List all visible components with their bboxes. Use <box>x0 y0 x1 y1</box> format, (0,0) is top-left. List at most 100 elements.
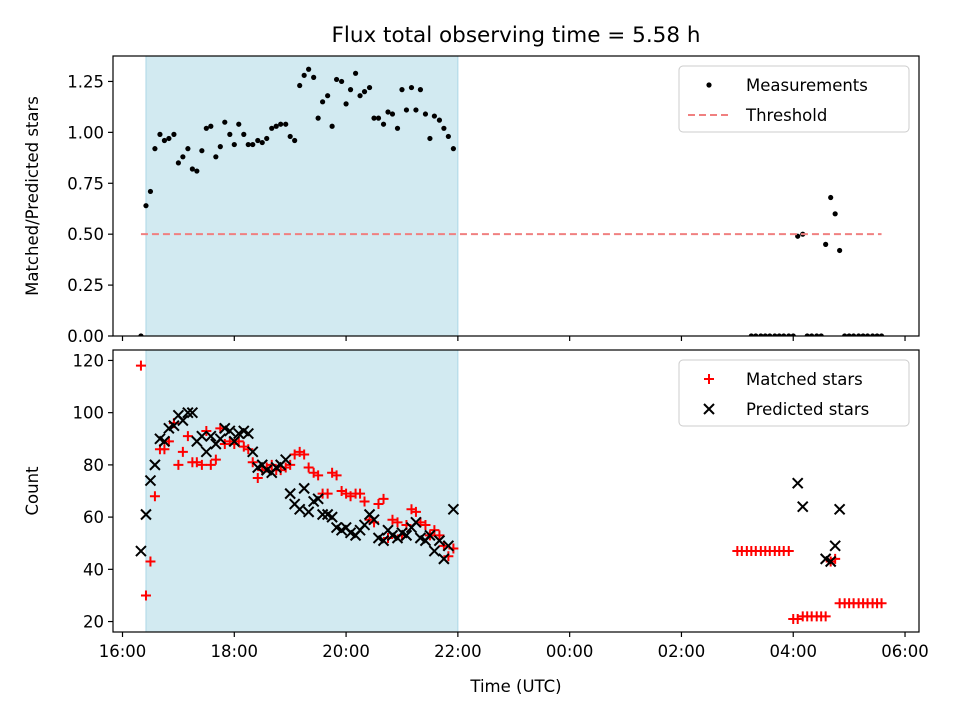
matched-stars-point <box>322 488 333 499</box>
x-tick-label: 18:00 <box>211 642 259 661</box>
predicted-stars-point <box>186 406 199 419</box>
predicted-stars-point <box>312 493 324 505</box>
matched-stars-point <box>359 496 370 507</box>
measurements-point <box>781 333 787 336</box>
measurements-point <box>814 333 820 336</box>
y-tick-label: 1.25 <box>67 72 104 91</box>
matched-stars-point <box>313 470 324 481</box>
legend-label: Predicted stars <box>746 400 869 419</box>
matched-stars-point <box>159 444 170 455</box>
measurements-point <box>171 131 177 137</box>
predicted-stars-point <box>829 540 841 552</box>
matched-stars-point <box>182 431 193 442</box>
measurements-point <box>427 135 433 142</box>
measurements-point <box>403 107 410 113</box>
measurements-point <box>175 160 181 166</box>
measurements-point <box>329 123 335 129</box>
y-tick-label: 40 <box>83 560 104 579</box>
matched-stars-point <box>373 499 384 510</box>
measurements-point <box>315 115 321 121</box>
predicted-stars-point <box>205 430 217 442</box>
predicted-stars-point <box>214 433 227 445</box>
matched-stars-point <box>783 546 794 557</box>
observing-window-shade <box>145 55 459 337</box>
matched-stars-point <box>392 517 403 528</box>
measurements-point <box>157 131 163 137</box>
measurements-point <box>846 333 852 336</box>
measurements-point <box>394 125 401 131</box>
measurements-point <box>306 66 312 72</box>
x-tick-label: 20:00 <box>322 642 370 661</box>
measurements-point <box>870 333 876 336</box>
measurements-point <box>786 333 792 336</box>
measurements-point <box>450 146 456 152</box>
measurements-point <box>185 146 191 152</box>
measurements-point <box>413 107 419 113</box>
predicted-stars-point <box>242 427 254 440</box>
predicted-stars-point <box>284 487 296 500</box>
measurements-point <box>259 139 265 146</box>
predicted-stars-point <box>168 420 180 432</box>
legend-label: Measurements <box>746 76 868 95</box>
measurements-point <box>203 125 209 131</box>
measurements-point <box>832 211 838 217</box>
matched-stars-point <box>247 457 258 468</box>
matched-stars-point <box>135 360 146 371</box>
x-tick-label: 06:00 <box>881 642 929 661</box>
predicted-stars-point <box>224 425 236 437</box>
predicted-stars-point <box>824 555 837 568</box>
matched-stars-point <box>331 470 342 481</box>
y-axis-label: Count <box>23 466 42 516</box>
matched-stars-point <box>252 472 263 483</box>
top-panel-ratio: 0.00 0.25 0.50 0.75 1.00 1.25 Matched/Predicte… <box>23 55 920 346</box>
predicted-stars-point <box>302 506 315 518</box>
measurements-point <box>166 135 172 142</box>
matched-stars-point <box>383 533 394 543</box>
measurements-point <box>231 141 237 148</box>
measurements-point <box>809 333 815 336</box>
measurements-point <box>375 115 382 121</box>
x-tick-label: 02:00 <box>658 642 706 661</box>
predicted-stars-point <box>140 508 152 521</box>
matched-stars-point <box>140 590 151 601</box>
data-layer <box>135 360 887 624</box>
legend-marker <box>703 403 715 415</box>
predicted-stars-point <box>144 474 157 487</box>
predicted-stars-point <box>833 503 846 515</box>
measurements-point <box>753 333 759 336</box>
predicted-stars-point <box>298 482 310 495</box>
predicted-stars-point <box>326 511 338 523</box>
legend-box <box>678 359 910 427</box>
matched-stars-point <box>243 444 254 455</box>
measurements-point <box>874 333 880 336</box>
figure-title: Flux total observing time = 5.58 h <box>332 23 701 48</box>
matched-stars-point <box>196 459 207 470</box>
measurements-point <box>389 111 396 117</box>
matched-stars-point <box>266 459 277 470</box>
measurements-point <box>138 333 144 336</box>
measurements-point <box>837 247 843 254</box>
measurements-point <box>371 115 377 121</box>
y-tick-label: 60 <box>83 508 104 527</box>
predicted-stars-point <box>442 540 455 552</box>
measurements-point <box>152 146 158 152</box>
predicted-stars-point <box>135 545 147 557</box>
measurements-point <box>208 123 214 129</box>
y-tick-label: 80 <box>83 456 104 475</box>
matched-stars-point <box>830 553 841 564</box>
legend: Measurements Threshold <box>678 65 910 133</box>
measurements-point <box>758 333 764 336</box>
x-tick-label: 22:00 <box>434 642 482 661</box>
measurements-point <box>250 141 256 148</box>
legend-marker <box>706 82 712 88</box>
axes-frame <box>112 349 920 633</box>
measurements-point <box>445 133 451 140</box>
y-tick-label: 120 <box>73 351 105 370</box>
measurements-point <box>804 333 810 336</box>
predicted-stars-point <box>280 453 292 466</box>
predicted-stars-point <box>424 529 436 542</box>
matched-stars-point <box>792 613 803 624</box>
measurements-point <box>422 111 429 117</box>
measurements-point <box>189 166 195 172</box>
predicted-stars-point <box>316 508 329 521</box>
